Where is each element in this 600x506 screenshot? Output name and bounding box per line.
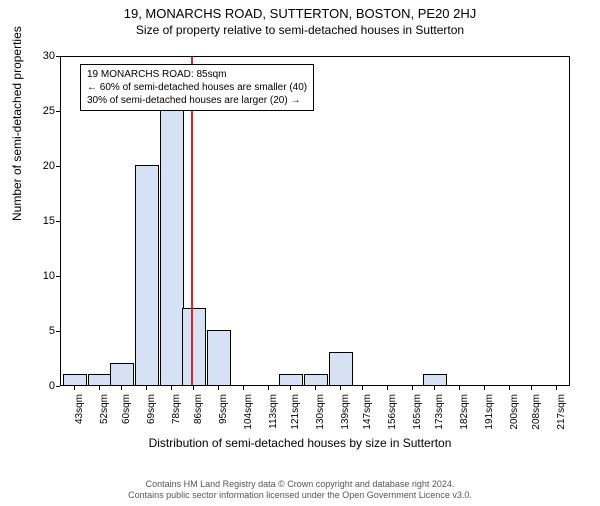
x-tick-label: 121sqm [290,394,301,434]
y-tick-mark [56,166,60,167]
info-box: 19 MONARCHS ROAD: 85sqm← 60% of semi-det… [80,64,314,111]
x-tick-label: 191sqm [484,394,495,434]
footer-line1: Contains HM Land Registry data © Crown c… [0,479,600,491]
x-tick-label: 182sqm [459,394,470,434]
x-tick-mark [531,386,532,390]
y-tick-mark [56,276,60,277]
x-tick-label: 95sqm [218,394,229,434]
x-tick-mark [387,386,388,390]
x-tick-mark [99,386,100,390]
x-tick-mark [218,386,219,390]
x-tick-mark [362,386,363,390]
x-tick-label: 113sqm [268,394,279,434]
x-tick-label: 217sqm [556,394,567,434]
x-tick-mark [315,386,316,390]
x-tick-mark [484,386,485,390]
x-tick-label: 60sqm [121,394,132,434]
x-tick-label: 208sqm [531,394,542,434]
histogram-bar [63,374,87,385]
info-box-line: 19 MONARCHS ROAD: 85sqm [87,68,307,81]
x-tick-label: 86sqm [193,394,204,434]
histogram-bar [329,352,353,385]
y-tick-label: 30 [43,50,55,62]
x-tick-label: 104sqm [243,394,254,434]
x-tick-label: 165sqm [412,394,423,434]
x-tick-label: 200sqm [509,394,520,434]
y-tick-mark [56,56,60,57]
title-main: 19, MONARCHS ROAD, SUTTERTON, BOSTON, PE… [0,6,600,21]
info-box-line: ← 60% of semi-detached houses are smalle… [87,81,307,94]
x-tick-mark [146,386,147,390]
x-tick-mark [193,386,194,390]
x-tick-mark [268,386,269,390]
histogram-bar [110,363,134,385]
x-axis-label: Distribution of semi-detached houses by … [0,436,600,450]
histogram-bar [304,374,328,385]
chart-container: 19, MONARCHS ROAD, SUTTERTON, BOSTON, PE… [0,6,600,506]
x-tick-mark [509,386,510,390]
x-tick-label: 52sqm [99,394,110,434]
y-tick-mark [56,386,60,387]
info-box-line: 30% of semi-detached houses are larger (… [87,94,307,107]
x-tick-mark [171,386,172,390]
x-tick-mark [434,386,435,390]
y-tick-mark [56,111,60,112]
x-tick-mark [412,386,413,390]
histogram-bar [182,308,206,385]
y-tick-label: 20 [43,160,55,172]
x-tick-label: 130sqm [315,394,326,434]
footer-text: Contains HM Land Registry data © Crown c… [0,479,600,502]
x-tick-label: 173sqm [434,394,445,434]
title-sub: Size of property relative to semi-detach… [0,23,600,37]
x-tick-mark [243,386,244,390]
x-tick-label: 69sqm [146,394,157,434]
histogram-bar [423,374,447,385]
histogram-bar [88,374,112,385]
histogram-bar [279,374,303,385]
y-tick-label: 10 [43,270,55,282]
y-tick-label: 15 [43,215,55,227]
x-tick-mark [556,386,557,390]
x-tick-label: 156sqm [387,394,398,434]
x-tick-label: 147sqm [362,394,373,434]
x-tick-label: 139sqm [340,394,351,434]
histogram-bar [135,165,159,385]
x-tick-mark [459,386,460,390]
histogram-bar [207,330,231,385]
histogram-bar [160,110,184,385]
x-tick-mark [290,386,291,390]
y-tick-label: 5 [49,325,55,337]
x-tick-mark [74,386,75,390]
y-tick-mark [56,221,60,222]
footer-line2: Contains public sector information licen… [0,490,600,502]
y-tick-label: 25 [43,105,55,117]
x-tick-mark [340,386,341,390]
y-tick-label: 0 [49,380,55,392]
x-tick-label: 43sqm [74,394,85,434]
y-axis-label: Number of semi-detached properties [10,26,24,221]
y-tick-mark [56,331,60,332]
x-tick-label: 78sqm [171,394,182,434]
x-tick-mark [121,386,122,390]
